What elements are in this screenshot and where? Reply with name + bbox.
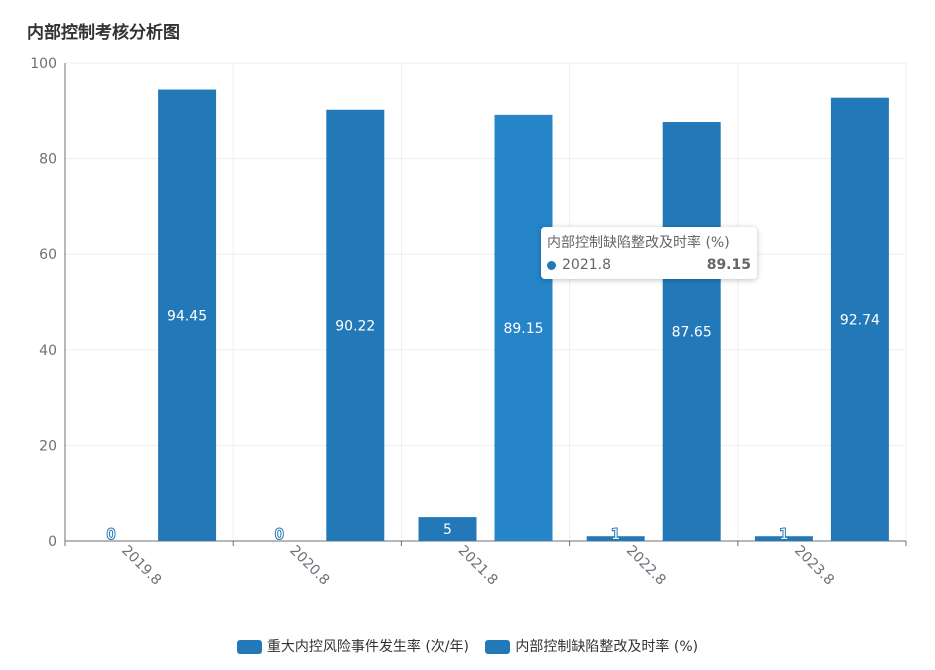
y-tick-label: 0: [48, 534, 57, 550]
bar-value-label: 92.74: [840, 312, 880, 328]
tooltip-row: 2021.8 89.15: [547, 257, 751, 273]
bar-rectification-rate: [662, 122, 721, 542]
x-tick-label: 2023.8: [791, 543, 837, 589]
bar-value-label: 1: [779, 527, 788, 543]
legend-swatch-incident-rate: [236, 640, 262, 654]
bar-rectification-rate: [326, 109, 385, 541]
bar-incident-rate: [754, 536, 813, 541]
y-tick-label: 40: [39, 343, 57, 359]
tooltip-category: 2021.8: [562, 257, 611, 273]
legend-swatch-rectification-rate: [485, 640, 511, 654]
legend-item-rectification-rate[interactable]: 内部控制缺陷整改及时率 (%): [485, 636, 698, 656]
x-tick-label: 2019.8: [118, 543, 164, 589]
bar-rectification-rate: [494, 114, 553, 541]
tooltip-series-dot: [547, 260, 556, 270]
bar-value-label: 89.15: [503, 321, 543, 337]
bar-value-label: 5: [443, 522, 452, 538]
bar-value-label: 0: [107, 527, 116, 543]
y-tick-label: 80: [39, 152, 57, 168]
bar-value-label: 87.65: [672, 325, 712, 341]
bar-rectification-rate: [158, 89, 217, 542]
bar-incident-rate: [586, 536, 645, 541]
bar-value-label: 0: [275, 527, 284, 543]
bar-rectification-rate: [830, 97, 889, 542]
legend-item-incident-rate[interactable]: 重大内控风险事件发生率 (次/年): [236, 636, 469, 656]
bar-value-label: 94.45: [167, 308, 207, 324]
chart-legend: 重大内控风险事件发生率 (次/年) 内部控制缺陷整改及时率 (%): [0, 636, 935, 656]
y-tick-label: 60: [39, 247, 57, 263]
bar-value-label: 1: [611, 527, 620, 543]
x-tick-label: 2022.8: [623, 543, 669, 589]
chart-tooltip: 内部控制缺陷整改及时率 (%) 2021.8 89.15: [541, 227, 757, 279]
legend-label-rectification-rate: 内部控制缺陷整改及时率 (%): [515, 639, 699, 655]
y-tick-label: 20: [39, 438, 57, 454]
chart-title: 内部控制考核分析图: [27, 23, 180, 43]
bar-value-label: 90.22: [335, 318, 375, 334]
x-tick-label: 2020.8: [286, 543, 332, 589]
legend-label-incident-rate: 重大内控风险事件发生率 (次/年): [266, 639, 469, 655]
tooltip-value: 89.15: [706, 257, 751, 273]
y-tick-label: 100: [30, 56, 57, 72]
tooltip-title: 内部控制缺陷整改及时率 (%): [547, 235, 730, 251]
x-tick-label: 2021.8: [455, 543, 501, 589]
bar-incident-rate: [418, 517, 477, 541]
